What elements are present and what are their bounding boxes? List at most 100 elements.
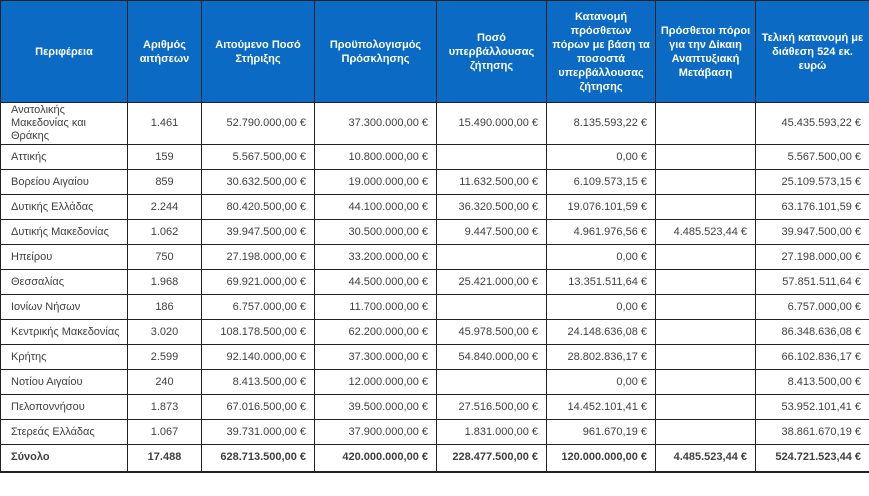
table-body: Ανατολικής Μακεδονίας και Θράκης 1.461 52.…	[0, 102, 869, 472]
table-row: Βορείου Αιγαίου 859 30.632.500,00 €19.000.…	[0, 169, 869, 195]
cell-value: 8.135.593,22 €	[546, 102, 656, 145]
cell-value: 6.757.000,00 €	[201, 294, 315, 320]
cell-value: 30.632.500,00 €	[201, 169, 315, 195]
cell-value: 159	[127, 144, 202, 170]
cell-value: 1.062	[127, 219, 202, 245]
cell-value: 1.873	[127, 394, 202, 420]
cell-value: 63.176.101,59 €	[755, 194, 869, 220]
cell-value: 30.500.000,00 €	[314, 219, 437, 245]
cell-value: 4.485.523,44 €	[655, 219, 756, 245]
cell-value: 1.968	[127, 269, 202, 295]
cell-value: 37.300.000,00 €	[314, 344, 437, 370]
cell-region: Ιονίων Νήσων	[0, 294, 128, 320]
table-row: Ηπείρου 750 27.198.000,00 €33.200.000,00 €…	[0, 244, 869, 270]
cell-value: 4.961.976,56 €	[546, 219, 656, 245]
cell-value: 52.790.000,00 €	[201, 102, 315, 145]
column-header-6: Πρόσθετοι πόροι για την Δίκαιη Αναπτυξια…	[655, 0, 756, 103]
cell-value: 86.348.636,08 €	[755, 319, 869, 345]
cell-value: 0,00 €	[546, 294, 656, 320]
cell-value: 62.200.000,00 €	[314, 319, 437, 345]
table-row: Αττικής 159 5.567.500,00 €10.800.000,00 €0…	[0, 144, 869, 170]
table-row: Κεντρικής Μακεδονίας 3.020 108.178.500,00 …	[0, 319, 869, 345]
cell-value: 8.413.500,00 €	[201, 369, 315, 395]
cell-value: 27.516.500,00 €	[436, 394, 547, 420]
column-header-1: Αριθμός αιτήσεων	[127, 0, 202, 103]
cell-value: 1.461	[127, 102, 202, 145]
cell-value: 39.731.000,00 €	[201, 419, 315, 445]
table-row: Θεσσαλίας 1.968 69.921.000,00 €44.500.000,…	[0, 269, 869, 295]
table-row: Στερεάς Ελλάδας 1.067 39.731.000,00 €37.90…	[0, 419, 869, 445]
cell-value: 628.713.500,00 €	[201, 444, 315, 472]
cell-region: Πελοποννήσου	[0, 394, 128, 420]
cell-value	[655, 294, 756, 320]
cell-value	[655, 369, 756, 395]
allocation-table: Περιφέρεια Αριθμός αιτήσεων Αιτούμενο Ποσό…	[0, 0, 869, 473]
cell-value: 27.198.000,00 €	[755, 244, 869, 270]
cell-value: 6.109.573,15 €	[546, 169, 656, 195]
cell-region: Σύνολο	[0, 444, 128, 472]
cell-value	[655, 144, 756, 170]
cell-value	[655, 344, 756, 370]
cell-region: Στερεάς Ελλάδας	[0, 419, 128, 445]
cell-value: 0,00 €	[546, 369, 656, 395]
table-header: Περιφέρεια Αριθμός αιτήσεων Αιτούμενο Ποσό…	[0, 0, 869, 103]
cell-value	[655, 102, 756, 145]
cell-value: 240	[127, 369, 202, 395]
cell-value	[655, 244, 756, 270]
cell-value: 15.490.000,00 €	[436, 102, 547, 145]
cell-region: Κρήτης	[0, 344, 128, 370]
cell-value	[655, 319, 756, 345]
table-row: Δυτικής Ελλάδας 2.244 80.420.500,00 €44.10…	[0, 194, 869, 220]
cell-value: 5.567.500,00 €	[201, 144, 315, 170]
cell-value: 54.840.000,00 €	[436, 344, 547, 370]
cell-value	[436, 244, 547, 270]
cell-value: 69.921.000,00 €	[201, 269, 315, 295]
cell-value: 39.947.500,00 €	[201, 219, 315, 245]
column-header-3: Προϋπολογισμός Πρόσκλησης	[314, 0, 437, 103]
cell-value: 6.757.000,00 €	[755, 294, 869, 320]
cell-value: 11.632.500,00 €	[436, 169, 547, 195]
cell-region: Βορείου Αιγαίου	[0, 169, 128, 195]
header-row: Περιφέρεια Αριθμός αιτήσεων Αιτούμενο Ποσό…	[0, 0, 869, 103]
cell-value: 37.300.000,00 €	[314, 102, 437, 145]
cell-value: 57.851.511,64 €	[755, 269, 869, 295]
cell-region: Δυτικής Ελλάδας	[0, 194, 128, 220]
column-header-4: Ποσό υπερβάλλουσας ζήτησης	[436, 0, 547, 103]
cell-value: 5.567.500,00 €	[755, 144, 869, 170]
cell-value: 8.413.500,00 €	[755, 369, 869, 395]
table-row: Πελοποννήσου 1.873 67.016.500,00 €39.500.0…	[0, 394, 869, 420]
cell-value: 36.320.500,00 €	[436, 194, 547, 220]
cell-value	[436, 369, 547, 395]
cell-value: 420.000.000,00 €	[314, 444, 437, 472]
cell-value: 80.420.500,00 €	[201, 194, 315, 220]
cell-region: Δυτικής Μακεδονίας	[0, 219, 128, 245]
cell-value: 45.978.500,00 €	[436, 319, 547, 345]
cell-value: 0,00 €	[546, 144, 656, 170]
table-row: Δυτικής Μακεδονίας 1.062 39.947.500,00 €30…	[0, 219, 869, 245]
cell-value: 120.000.000,00 €	[546, 444, 656, 472]
cell-value	[436, 144, 547, 170]
cell-value	[655, 169, 756, 195]
cell-value: 859	[127, 169, 202, 195]
table-row: Νοτίου Αιγαίου 240 8.413.500,00 €12.000.00…	[0, 369, 869, 395]
cell-value	[655, 269, 756, 295]
cell-value: 13.351.511,64 €	[546, 269, 656, 295]
cell-value: 53.952.101,41 €	[755, 394, 869, 420]
cell-value: 92.140.000,00 €	[201, 344, 315, 370]
cell-value: 0,00 €	[546, 244, 656, 270]
cell-value: 2.244	[127, 194, 202, 220]
cell-region: Ηπείρου	[0, 244, 128, 270]
column-header-2: Αιτούμενο Ποσό Στήριξης	[201, 0, 315, 103]
column-header-0: Περιφέρεια	[0, 0, 128, 103]
cell-value: 45.435.593,22 €	[755, 102, 869, 145]
table-row: Κρήτης 2.599 92.140.000,00 €37.300.000,00 …	[0, 344, 869, 370]
cell-value	[655, 394, 756, 420]
cell-value: 24.148.636,08 €	[546, 319, 656, 345]
cell-value: 67.016.500,00 €	[201, 394, 315, 420]
cell-value: 961.670,19 €	[546, 419, 656, 445]
cell-value: 524.721.523,44 €	[755, 444, 869, 472]
cell-value: 28.802.836,17 €	[546, 344, 656, 370]
cell-value	[436, 294, 547, 320]
cell-value: 9.447.500,00 €	[436, 219, 547, 245]
cell-value: 39.500.000,00 €	[314, 394, 437, 420]
